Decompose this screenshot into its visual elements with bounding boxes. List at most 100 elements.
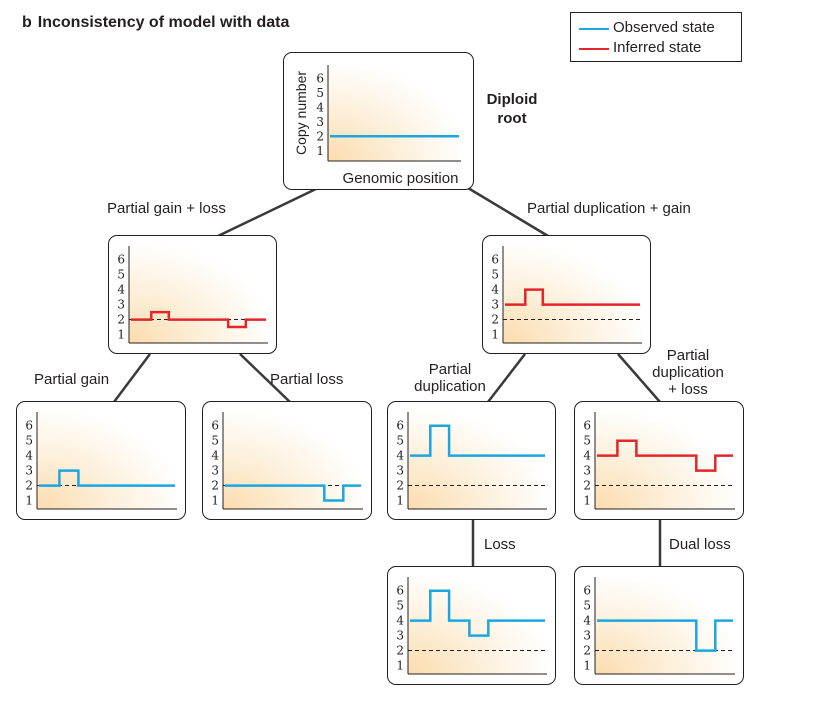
edge-label-partial-duplication-loss-line3: + loss (668, 381, 708, 398)
x-axis-label: Genomic position (343, 170, 459, 187)
tick-label: 6 (583, 584, 591, 598)
edge-label-partial-duplication: Partial duplication (400, 361, 500, 395)
root-label-line2: root (497, 110, 527, 127)
edge-label-partial-duplication-gain: Partial duplication + gain (527, 200, 691, 217)
copy-number-profile (597, 619, 733, 652)
copy-number-profile (410, 424, 545, 457)
tick-label: 3 (583, 629, 591, 643)
copy-number-profile (597, 439, 733, 472)
root-label: Diploid root (480, 90, 544, 128)
tick-label: 6 (117, 253, 125, 267)
y-axis-label: Copy number (293, 71, 309, 155)
tick-label: 5 (25, 434, 33, 448)
tick-label: 1 (396, 659, 404, 673)
tick-label: 6 (316, 71, 324, 85)
edge-left-ll (113, 353, 151, 403)
panel-title: b Inconsistency of model with data (22, 14, 289, 32)
tick-label: 4 (583, 614, 591, 628)
tick-label: 5 (211, 434, 219, 448)
tick-label: 4 (316, 100, 324, 114)
tick-label: 1 (316, 144, 324, 158)
tick-label: 6 (583, 419, 591, 433)
tick-label: 2 (316, 129, 324, 143)
tick-label: 3 (491, 298, 499, 312)
edge-label-partial-gain-loss: Partial gain + loss (107, 200, 226, 217)
tick-label: 6 (211, 419, 219, 433)
tick-label: 4 (25, 449, 33, 463)
tick-label: 3 (117, 298, 125, 312)
tick-label: 1 (117, 328, 125, 342)
tick-label: 6 (491, 253, 499, 267)
panel-title-text: Inconsistency of model with data (37, 14, 290, 31)
tick-label: 2 (396, 644, 404, 658)
legend-inferred-label: Inferred state (613, 39, 702, 56)
legend-item-inferred: Inferred state (571, 39, 741, 57)
tick-label: 1 (396, 494, 404, 508)
tick-label: 5 (396, 599, 404, 613)
legend-item-observed: Observed state (571, 19, 741, 37)
copy-number-profile (131, 310, 266, 329)
legend-observed-swatch (579, 28, 609, 30)
tick-label: 2 (117, 313, 125, 327)
tick-label: 4 (396, 614, 404, 628)
panel-letter: b (22, 14, 32, 31)
tick-label: 3 (25, 464, 33, 478)
tick-label: 5 (316, 86, 324, 100)
tick-label: 4 (583, 449, 591, 463)
edge-label-loss: Loss (484, 536, 516, 553)
copy-number-profile (505, 288, 640, 306)
copy-number-profile (225, 484, 361, 502)
tick-label: 1 (491, 328, 499, 342)
edge-label-partial-loss: Partial loss (270, 371, 344, 388)
tick-label: 5 (583, 434, 591, 448)
tick-label: 6 (25, 419, 33, 433)
tick-label: 3 (396, 629, 404, 643)
tick-label: 3 (396, 464, 404, 478)
tick-label: 4 (211, 449, 219, 463)
edge-left-lr (239, 353, 291, 403)
tick-label: 2 (583, 644, 591, 658)
edge-root-left (217, 186, 319, 238)
edge-label-partial-duplication-loss-line2: duplication (652, 364, 724, 381)
tick-label: 5 (117, 268, 125, 282)
root-label-line1: Diploid (486, 91, 538, 108)
legend-inferred-swatch (579, 48, 609, 50)
tick-label: 4 (396, 449, 404, 463)
tick-label: 5 (491, 268, 499, 282)
edge-label-partial-gain: Partial gain (34, 371, 110, 388)
edge-label-partial-duplication-loss-line1: Partial (666, 347, 710, 364)
edge-label-dual-loss: Dual loss (669, 536, 731, 553)
tick-label: 1 (583, 494, 591, 508)
tick-label: 1 (211, 494, 219, 508)
edge-right-rl (487, 353, 526, 403)
tick-label: 1 (583, 659, 591, 673)
tick-label: 2 (583, 479, 591, 493)
edge-right-rr (617, 353, 661, 403)
tick-label: 3 (211, 464, 219, 478)
edge-label-partial-duplication-line1: Partial (428, 361, 472, 378)
legend: Observed state Inferred state (570, 12, 742, 62)
tick-label: 4 (117, 283, 125, 297)
copy-number-profile (410, 589, 545, 637)
tick-label: 3 (316, 115, 324, 129)
tick-label: 2 (396, 479, 404, 493)
tick-label: 1 (25, 494, 33, 508)
legend-observed-label: Observed state (613, 19, 715, 36)
